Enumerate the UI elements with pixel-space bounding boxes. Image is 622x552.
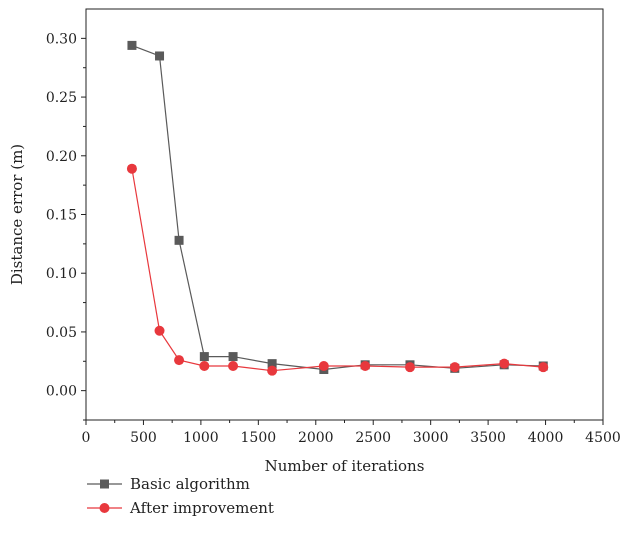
data-point [154,325,165,336]
series-line [131,44,544,371]
series-layer [126,40,549,376]
legend-marker [100,479,109,489]
x-axis-label: Number of iterations [265,457,425,475]
data-point [267,359,277,369]
legend-item: After improvement [87,499,274,517]
data-point [267,365,278,376]
y-axis-label: Distance error (m) [8,144,26,285]
data-point [155,51,165,61]
y-tick-label: 0.10 [46,266,77,282]
data-point [449,362,460,373]
x-axis-ticks: 0 500 1000 1500 2000 2500 3000 3500 4000 4500 [82,420,621,446]
data-point [360,360,371,371]
plot-area-border [85,8,604,421]
series-line [131,168,544,372]
x-tick-label: 3000 [413,430,449,446]
legend-marker [99,503,110,513]
legend-label: After improvement [129,499,274,517]
data-point [538,362,549,373]
y-tick-label: 0.30 [46,31,77,47]
data-point [404,362,415,373]
legend: Basic algorithm After improvement [87,475,274,517]
data-point [126,163,137,174]
data-point [228,360,239,371]
y-tick-label: 0.05 [46,325,77,341]
data-point [499,358,510,369]
x-tick-label: 4500 [585,430,621,446]
y-tick-label: 0.00 [46,384,77,400]
x-tick-label: 0 [82,430,91,446]
y-tick-label: 0.15 [46,208,77,224]
x-tick-label: 1000 [183,430,219,446]
x-tick-label: 2000 [298,430,334,446]
data-point [318,360,329,371]
plot-frame [85,8,604,421]
series-basic-algorithm [127,40,548,375]
data-point [199,360,210,371]
x-tick-label: 500 [130,430,157,446]
series-after-improvement [126,163,549,376]
y-axis-ticks: 0.00 0.05 0.10 0.15 0.20 0.25 0.30 [46,31,86,421]
x-tick-label: 3500 [470,430,506,446]
x-tick-label: 1500 [241,430,277,446]
data-point [228,352,238,362]
y-tick-label: 0.25 [46,90,77,106]
x-tick-label: 4000 [528,430,564,446]
data-point [174,235,184,245]
x-tick-label: 2500 [355,430,391,446]
data-point [199,352,209,362]
legend-item: Basic algorithm [87,475,250,493]
data-point [174,355,185,366]
y-tick-label: 0.20 [46,149,77,165]
legend-label: Basic algorithm [130,475,250,493]
data-point [127,40,137,50]
